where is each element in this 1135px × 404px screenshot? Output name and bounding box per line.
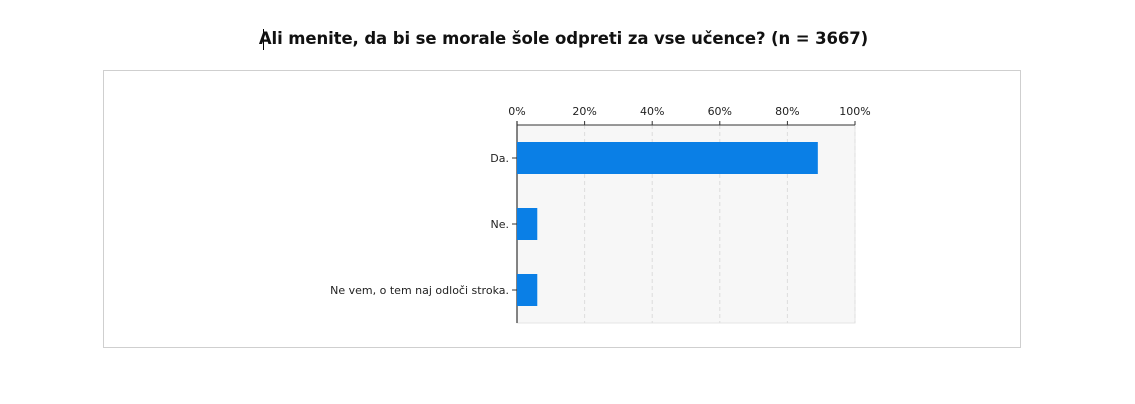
bar xyxy=(517,142,818,174)
x-tick-label: 0% xyxy=(508,105,525,118)
bar-chart: 0% 20% 40% 60% 80% 100% Da. Ne. Ne vem, o tem na… xyxy=(330,105,871,324)
category-label: Ne. xyxy=(491,218,510,231)
x-tick-label: 60% xyxy=(708,105,732,118)
page-title: Ali menite, da bi se morale šole odpreti… xyxy=(258,29,869,48)
bar xyxy=(517,208,538,240)
category-label: Da. xyxy=(490,152,509,165)
x-tick-label: 100% xyxy=(839,105,870,118)
category-label: Ne vem, o tem naj odloči stroka. xyxy=(330,284,509,297)
chart-frame: 0% 20% 40% 60% 80% 100% Da. Ne. Ne vem, o tem na… xyxy=(103,70,1021,348)
bar xyxy=(517,274,538,306)
x-tick-label: 80% xyxy=(775,105,799,118)
text-cursor xyxy=(263,29,264,50)
x-tick-label: 20% xyxy=(572,105,596,118)
x-tick-label: 40% xyxy=(640,105,664,118)
